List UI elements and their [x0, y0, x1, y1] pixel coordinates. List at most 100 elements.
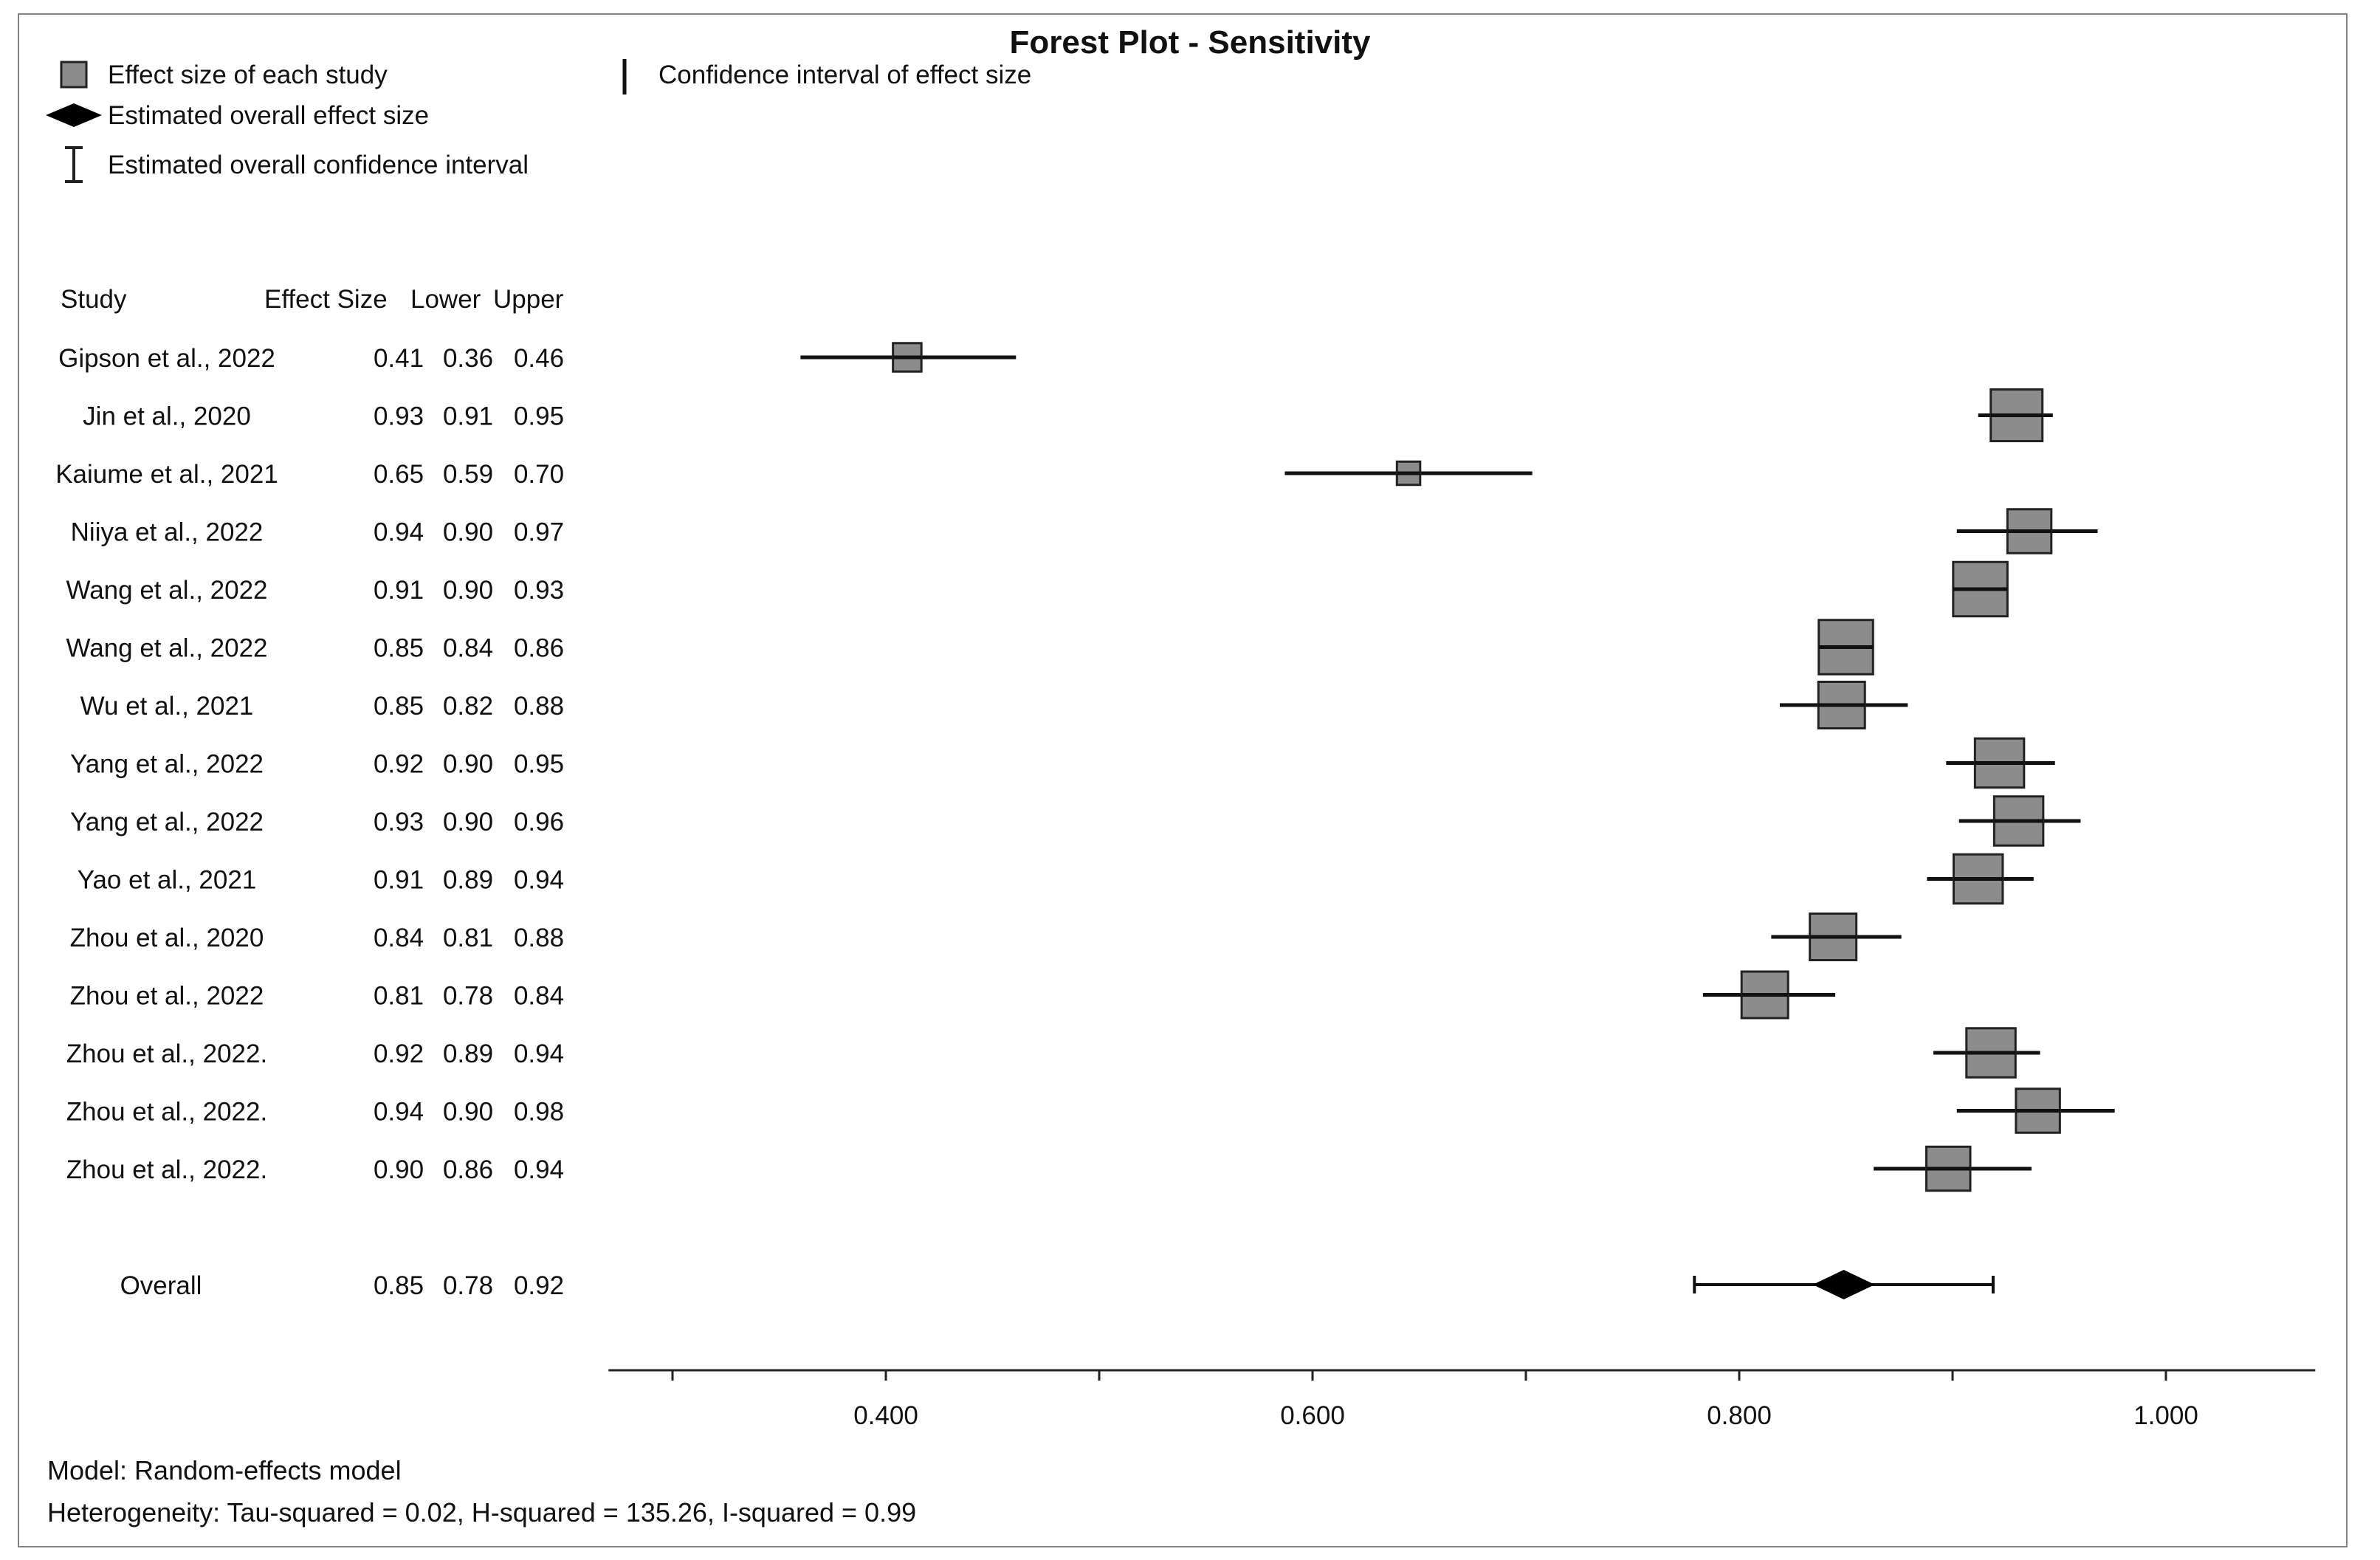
upper-ci-value: 0.98	[514, 1098, 564, 1127]
lower-ci-value: 0.86	[443, 1155, 493, 1184]
x-tick-label: 1.000	[2133, 1401, 2198, 1430]
legend: Effect size of each study Estimated over…	[46, 59, 1031, 183]
x-tick-label: 0.400	[853, 1401, 918, 1430]
lower-ci-value: 0.90	[443, 1098, 493, 1127]
effect-size-value: 0.84	[374, 924, 424, 952]
upper-ci-value: 0.70	[514, 460, 564, 489]
lower-ci-value: 0.36	[443, 344, 493, 373]
effect-size-value: 0.41	[374, 344, 424, 373]
effect-size-value: 0.93	[374, 808, 424, 836]
legend-overall-ci-icon	[65, 146, 83, 183]
study-name: Jin et al., 2020	[83, 402, 251, 431]
upper-ci-value: 0.86	[514, 634, 564, 663]
lower-ci-value: 0.91	[443, 402, 493, 431]
overall-upper-value: 0.92	[514, 1271, 564, 1300]
legend-study-marker-icon	[60, 61, 88, 89]
upper-ci-value: 0.95	[514, 750, 564, 779]
effect-size-value: 0.85	[374, 634, 424, 663]
lower-ci-value: 0.90	[443, 808, 493, 836]
lower-ci-value: 0.59	[443, 460, 493, 489]
upper-ci-value: 0.94	[514, 1155, 564, 1184]
effect-size-value: 0.94	[374, 518, 424, 547]
upper-ci-value: 0.88	[514, 692, 564, 721]
legend-overall-diamond-icon	[46, 103, 102, 127]
upper-ci-value: 0.46	[514, 344, 564, 373]
column-headers: Study Effect Size Lower Upper	[61, 285, 564, 314]
effect-size-value: 0.94	[374, 1098, 424, 1127]
overall-effect-value: 0.85	[374, 1271, 424, 1300]
lower-ci-value: 0.84	[443, 634, 493, 663]
lower-ci-value: 0.90	[443, 518, 493, 547]
study-row: Zhou et al., 2022. 0.90 0.86 0.94	[66, 1145, 2032, 1192]
x-tick-label: 0.800	[1707, 1401, 1772, 1430]
study-name: Zhou et al., 2022.	[66, 1155, 267, 1184]
study-name: Niiya et al., 2022	[71, 518, 264, 547]
legend-study-marker-label: Effect size of each study	[108, 61, 388, 89]
upper-ci-value: 0.94	[514, 1040, 564, 1068]
upper-ci-value: 0.94	[514, 866, 564, 895]
lower-ci-value: 0.90	[443, 750, 493, 779]
heterogeneity-note: Heterogeneity: Tau-squared = 0.02, H-squ…	[47, 1497, 916, 1528]
x-axis: 0.400 0.600 0.800 1.000	[608, 1369, 2316, 1430]
study-name: Wang et al., 2022	[66, 634, 267, 663]
lower-ci-value: 0.89	[443, 1040, 493, 1068]
effect-size-value: 0.91	[374, 866, 424, 895]
study-name: Gipson et al., 2022	[58, 344, 275, 373]
x-tick-label: 0.600	[1280, 1401, 1345, 1430]
study-row: Yao et al., 2021 0.91 0.89 0.94	[78, 853, 2034, 905]
study-name: Zhou et al., 2022.	[66, 1040, 267, 1068]
legend-overall-ci-label: Estimated overall confidence interval	[108, 151, 529, 179]
study-row: Wang et al., 2022 0.85 0.84 0.86	[66, 619, 1874, 676]
lower-ci-value: 0.89	[443, 866, 493, 895]
upper-ci-value: 0.84	[514, 982, 564, 1011]
effect-size-value: 0.90	[374, 1155, 424, 1184]
study-row: Yang et al., 2022 0.93 0.90 0.96	[70, 795, 2081, 847]
study-name: Zhou et al., 2020	[70, 924, 264, 952]
effect-size-value: 0.65	[374, 460, 424, 489]
study-row: Wu et al., 2021 0.85 0.82 0.88	[80, 681, 1908, 729]
upper-ci-value: 0.88	[514, 924, 564, 952]
study-row: Gipson et al., 2022 0.41 0.36 0.46	[58, 342, 1017, 373]
study-row: Yang et al., 2022 0.92 0.90 0.95	[70, 737, 2055, 789]
lower-ci-value: 0.78	[443, 982, 493, 1011]
upper-ci-value: 0.95	[514, 402, 564, 431]
chart-title: Forest Plot - Sensitivity	[1010, 24, 1372, 61]
header-lower: Lower	[410, 285, 481, 314]
model-note: Model: Random-effects model	[47, 1455, 402, 1485]
upper-ci-value: 0.97	[514, 518, 564, 547]
lower-ci-value: 0.81	[443, 924, 493, 952]
lower-ci-value: 0.90	[443, 576, 493, 605]
study-rows: Gipson et al., 2022 0.41 0.36 0.46 Jin et al…	[55, 342, 2115, 1192]
legend-study-ci-label: Confidence interval of effect size	[658, 61, 1031, 89]
study-row: Zhou et al., 2022. 0.94 0.90 0.98	[66, 1087, 2115, 1134]
study-name: Yao et al., 2021	[78, 866, 257, 895]
upper-ci-value: 0.96	[514, 808, 564, 836]
study-name: Zhou et al., 2022	[70, 982, 264, 1011]
study-row: Kaiume et al., 2021 0.65 0.59 0.70	[55, 460, 1533, 489]
study-row: Wang et al., 2022 0.91 0.90 0.93	[66, 560, 2009, 618]
effect-size-value: 0.85	[374, 692, 424, 721]
study-row: Zhou et al., 2022. 0.92 0.89 0.94	[66, 1027, 2040, 1079]
study-name: Kaiume et al., 2021	[55, 460, 278, 489]
legend-overall-marker-label: Estimated overall effect size	[108, 101, 429, 130]
study-name: Yang et al., 2022	[70, 808, 264, 836]
study-row: Jin et al., 2020 0.93 0.91 0.95	[83, 388, 2053, 442]
upper-ci-value: 0.93	[514, 576, 564, 605]
effect-size-value: 0.92	[374, 1040, 424, 1068]
header-upper: Upper	[493, 285, 564, 314]
overall-name: Overall	[120, 1271, 202, 1300]
header-effect-size: Effect Size	[264, 285, 388, 314]
study-row: Niiya et al., 2022 0.94 0.90 0.97	[71, 508, 2098, 554]
effect-size-value: 0.91	[374, 576, 424, 605]
study-row: Zhou et al., 2020 0.84 0.81 0.88	[70, 913, 1902, 961]
lower-ci-value: 0.82	[443, 692, 493, 721]
study-name: Wang et al., 2022	[66, 576, 267, 605]
overall-lower-value: 0.78	[443, 1271, 493, 1300]
plot-frame	[18, 13, 2348, 1547]
study-name: Wu et al., 2021	[80, 692, 254, 721]
study-name: Zhou et al., 2022.	[66, 1098, 267, 1127]
effect-size-value: 0.93	[374, 402, 424, 431]
overall-diamond	[1812, 1270, 1875, 1299]
header-study: Study	[61, 285, 127, 314]
